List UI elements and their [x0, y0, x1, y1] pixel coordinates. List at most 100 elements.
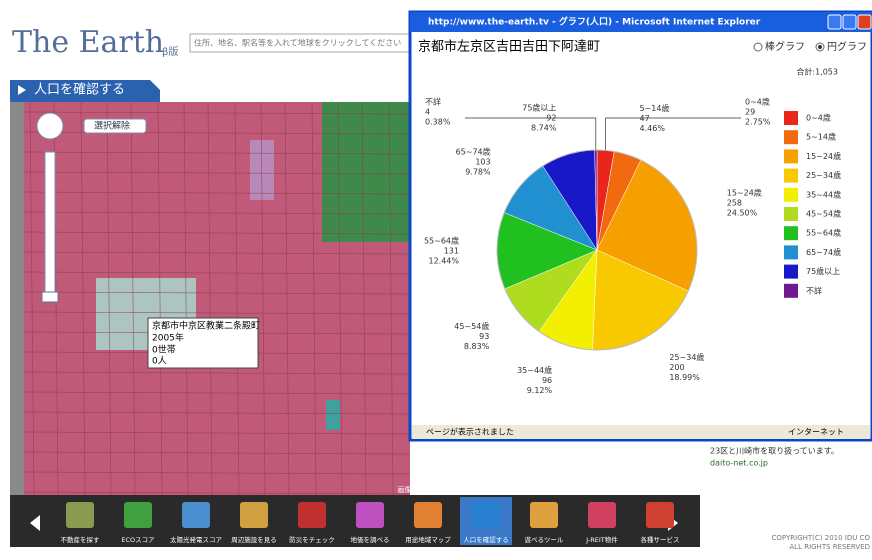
- slice-label: 2.75%: [745, 118, 771, 127]
- slice-label: 不詳: [425, 97, 441, 107]
- tool-icon[interactable]: [298, 502, 326, 528]
- slice-label: 9.78%: [465, 168, 491, 177]
- tool-label: 遊べるツール: [525, 535, 564, 544]
- street: [23, 311, 411, 315]
- street: [23, 111, 411, 115]
- slice-label: 15~24歳: [727, 187, 762, 197]
- street: [337, 101, 343, 496]
- legend-swatch: [784, 168, 798, 183]
- street: [23, 151, 411, 155]
- leader-line: [605, 117, 741, 151]
- slice-label: 4: [425, 108, 430, 117]
- street: [80, 101, 86, 496]
- street: [23, 491, 411, 495]
- slice-label: 47: [640, 114, 650, 123]
- slice-label: 4.46%: [640, 124, 666, 133]
- tooltip-line: 0世帯: [152, 344, 176, 356]
- footer: ALL RIGHTS RESERVED: [789, 543, 870, 551]
- status-bar: [412, 425, 870, 439]
- panel-tab: [10, 80, 160, 102]
- close-button[interactable]: [857, 14, 872, 30]
- legend-label: 不詳: [806, 285, 822, 295]
- tool-icon[interactable]: [414, 502, 442, 528]
- deselect-button[interactable]: [83, 118, 147, 134]
- slice-label: 25~34歳: [669, 352, 704, 362]
- legend-label: 15~24歳: [806, 151, 841, 161]
- legend-swatch: [784, 149, 798, 164]
- maximize-button[interactable]: [842, 14, 857, 30]
- map-edge: [10, 102, 24, 495]
- tool-icon[interactable]: [182, 502, 210, 528]
- minimize-button[interactable]: [827, 14, 842, 30]
- legend-swatch: [784, 111, 798, 125]
- legend-label: 65~74歳: [806, 247, 841, 257]
- street: [361, 101, 367, 496]
- tool-icon[interactable]: [530, 502, 558, 528]
- slice-label: 35~44歳: [517, 365, 552, 375]
- legend-label: 55~64歳: [806, 228, 841, 238]
- tool-label: ECOスコア: [121, 536, 155, 544]
- tool-icon[interactable]: [588, 502, 616, 528]
- tool-label: 用途地域マップ: [405, 535, 451, 544]
- slice-label: 8.74%: [531, 124, 557, 133]
- tool-label: 防災をチェック: [289, 535, 335, 544]
- radio-dot: [818, 45, 822, 49]
- tooltip: [147, 317, 259, 369]
- option-label: 円グラフ: [827, 40, 867, 53]
- slice-label: 0.38%: [425, 118, 451, 127]
- slice-label: 55~64歳: [424, 236, 459, 246]
- deselect-label: 選択解除: [94, 120, 130, 132]
- map[interactable]: [10, 101, 411, 496]
- street: [23, 171, 411, 175]
- tool-icon[interactable]: [472, 502, 500, 528]
- slice-label: 18.99%: [669, 373, 700, 382]
- park: [322, 102, 410, 242]
- street: [130, 101, 136, 496]
- slice-label: 9.12%: [527, 386, 553, 395]
- popup-heading: 京都市左京区吉田吉田下阿達町: [418, 39, 600, 55]
- legend-label: 0~4歳: [806, 113, 831, 123]
- street: [23, 411, 411, 415]
- street: [157, 101, 163, 496]
- side-text: 23区と川崎市を取り扱っています。: [710, 446, 839, 456]
- side-link[interactable]: daito-net.co.jp: [710, 459, 768, 468]
- street: [23, 451, 411, 455]
- tab-arrow: [18, 85, 26, 95]
- legend-swatch: [784, 207, 798, 221]
- slice-label: 131: [444, 247, 459, 256]
- panel-title: 人口を確認する: [34, 82, 125, 98]
- total: 合計:1,053: [796, 67, 838, 77]
- tool-label: 地価を調べる: [351, 535, 390, 544]
- legend-label: 75歳以上: [806, 266, 840, 276]
- street: [106, 101, 112, 496]
- street: [23, 191, 411, 195]
- street: [260, 101, 266, 496]
- street: [23, 211, 411, 215]
- radio-bar[interactable]: [753, 42, 763, 52]
- slice-label: 12.44%: [428, 257, 459, 266]
- window-title: http://www.the-earth.tv - グラフ(人口) - Micr…: [428, 16, 761, 28]
- zoom-slider[interactable]: [44, 151, 56, 303]
- tool-icon[interactable]: [66, 502, 94, 528]
- legend-swatch: [784, 187, 798, 202]
- tool-label: 人口を確認する: [463, 535, 509, 544]
- tool-icon[interactable]: [240, 502, 268, 528]
- tooltip-line: 0人: [152, 356, 167, 367]
- beta: β版: [162, 45, 178, 58]
- legend-swatch: [784, 283, 798, 298]
- street: [207, 101, 213, 496]
- pan-control[interactable]: [36, 112, 64, 140]
- legend-label: 35~44歳: [806, 189, 841, 199]
- toolbar-prev[interactable]: [30, 515, 40, 531]
- tool-label: 周辺施設を見る: [231, 535, 277, 544]
- legend-label: 45~54歳: [806, 209, 841, 219]
- slice-label: 65~74歳: [456, 147, 491, 157]
- street: [388, 101, 394, 496]
- zoom-handle[interactable]: [41, 291, 59, 303]
- tool-icon[interactable]: [646, 502, 674, 528]
- pie-outline: [496, 149, 698, 351]
- tool-icon[interactable]: [356, 502, 384, 528]
- tool-label: 太陽光発電スコア: [170, 535, 223, 544]
- tool-icon[interactable]: [124, 502, 152, 528]
